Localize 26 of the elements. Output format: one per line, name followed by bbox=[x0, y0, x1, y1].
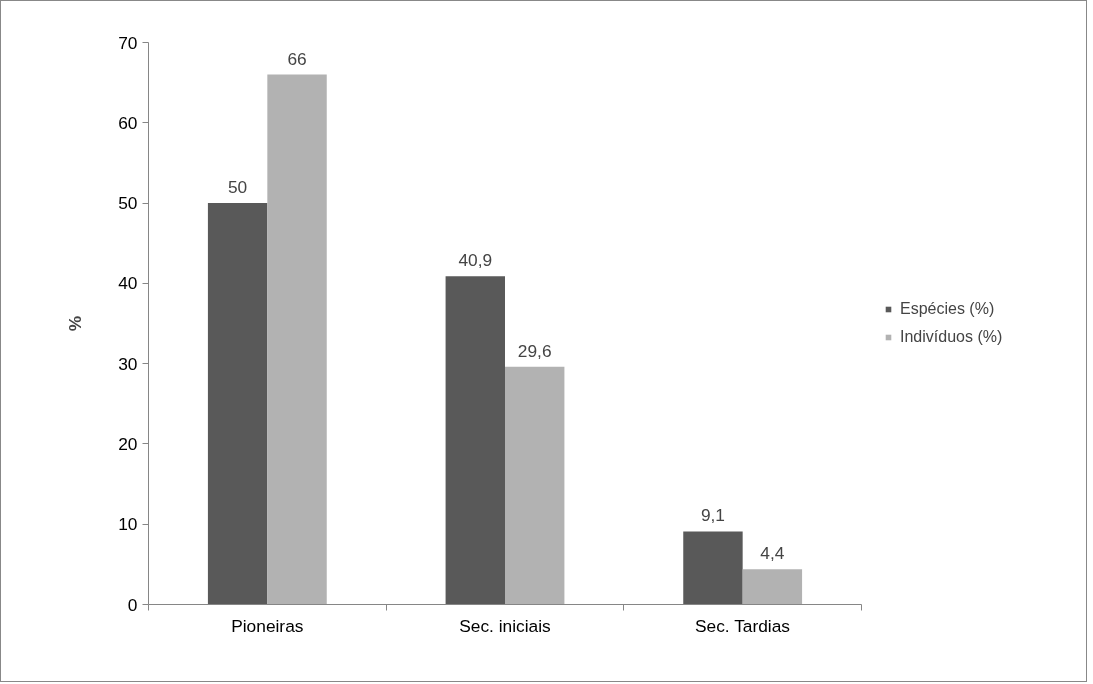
x-tick-label: Pioneiras bbox=[231, 615, 304, 636]
y-tick-label: 10 bbox=[118, 514, 138, 535]
y-tick-label: 40 bbox=[118, 273, 138, 294]
y-tick-label: 30 bbox=[118, 353, 138, 374]
x-tick-label: Sec. iniciais bbox=[459, 615, 552, 636]
data-label: 29,6 bbox=[517, 340, 552, 361]
data-label: 4,4 bbox=[760, 543, 785, 564]
y-tick-label: 0 bbox=[127, 594, 138, 615]
legend-label: Indivíduos (%) bbox=[900, 328, 1003, 346]
bar bbox=[267, 74, 327, 605]
data-label: 40,9 bbox=[458, 250, 493, 271]
bar bbox=[505, 366, 565, 605]
y-tick-label: 70 bbox=[118, 32, 138, 53]
bar bbox=[742, 569, 803, 605]
legend-label: Espécies (%) bbox=[900, 300, 995, 318]
y-tick-label: 60 bbox=[118, 112, 138, 133]
x-tick-label: Sec. Tardias bbox=[694, 615, 791, 636]
bar bbox=[445, 276, 505, 605]
y-axis-title: % bbox=[65, 315, 86, 332]
y-tick-label: 20 bbox=[118, 433, 138, 454]
data-label: 9,1 bbox=[700, 505, 726, 526]
y-tick-label: 50 bbox=[118, 193, 138, 214]
data-label: 66 bbox=[287, 48, 307, 69]
data-label: 50 bbox=[227, 177, 248, 198]
bar bbox=[207, 203, 268, 605]
bar bbox=[683, 531, 743, 605]
